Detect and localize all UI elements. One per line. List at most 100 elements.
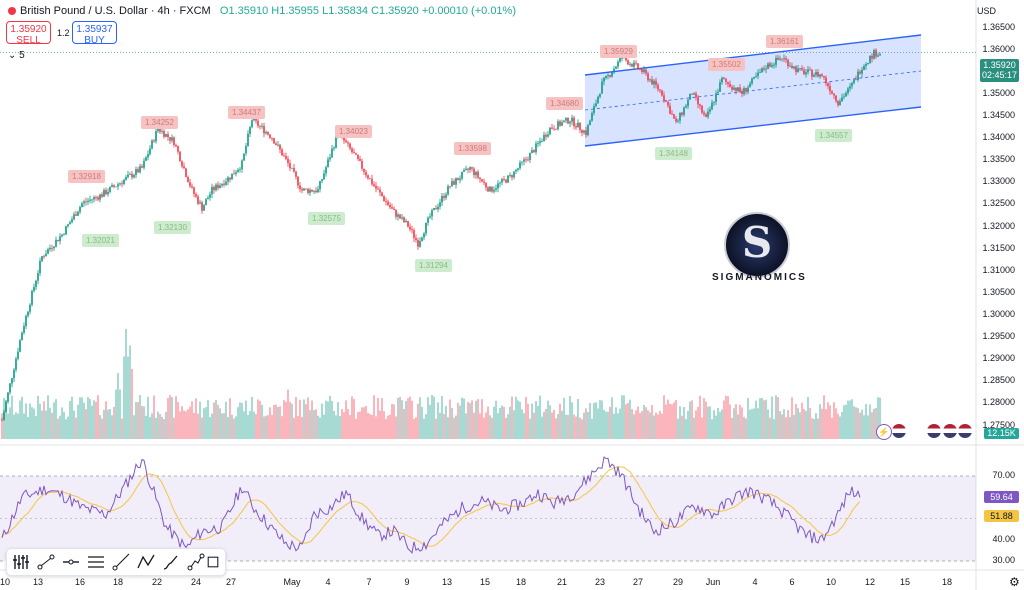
swing-low-label: 1.34557 bbox=[815, 129, 852, 142]
volume-bar bbox=[69, 400, 71, 439]
symbol-title[interactable]: British Pound / U.S. Dollar · 4h · FXCM bbox=[20, 5, 211, 17]
volume-bar bbox=[577, 399, 579, 439]
candle-body bbox=[89, 199, 91, 201]
candle-body bbox=[335, 135, 337, 148]
brush-tool-icon[interactable] bbox=[161, 552, 181, 572]
volume-bar bbox=[693, 417, 695, 439]
trend-line-tool-icon[interactable] bbox=[36, 552, 56, 572]
candle-body bbox=[165, 134, 167, 137]
volume-bar bbox=[345, 400, 347, 439]
volume-bar bbox=[609, 406, 611, 439]
volume-bar bbox=[695, 410, 697, 439]
candle-body bbox=[551, 127, 553, 129]
candle-body bbox=[145, 157, 147, 161]
candle-body bbox=[475, 171, 477, 176]
candle-body bbox=[391, 207, 393, 209]
candle-body bbox=[359, 158, 361, 161]
candle-body bbox=[179, 151, 181, 162]
volume-bar bbox=[145, 415, 147, 439]
time-tick-label: 29 bbox=[672, 577, 684, 587]
candle-body bbox=[785, 58, 787, 60]
candle-body bbox=[723, 77, 725, 80]
volume-bar bbox=[845, 404, 847, 439]
candle-body bbox=[369, 178, 371, 180]
volume-bar bbox=[403, 408, 405, 439]
candle-body bbox=[745, 88, 747, 92]
indicator-toggle[interactable]: ⌄ 5 bbox=[8, 50, 25, 61]
candle-body bbox=[119, 183, 121, 185]
candle-body bbox=[397, 214, 399, 217]
pattern-tool-icon[interactable] bbox=[136, 552, 156, 572]
fib-tool-icon[interactable] bbox=[86, 552, 106, 572]
candle-body bbox=[259, 125, 261, 127]
time-tick-label: 10 bbox=[0, 577, 11, 587]
volume-bar bbox=[575, 416, 577, 439]
candle-body bbox=[733, 87, 735, 90]
volume-bar bbox=[783, 409, 785, 439]
volume-bar bbox=[587, 411, 589, 439]
volume-bar bbox=[569, 396, 571, 439]
candle-body bbox=[7, 392, 9, 402]
us-flag-event-icon[interactable] bbox=[958, 424, 972, 438]
candle-body bbox=[229, 177, 231, 180]
price-tick-label: 1.31500 bbox=[982, 242, 1015, 253]
volume-bar bbox=[5, 400, 7, 439]
candle-body bbox=[221, 183, 223, 186]
volume-bar bbox=[397, 397, 399, 439]
volume-bar bbox=[445, 405, 447, 439]
volume-bar bbox=[315, 409, 317, 439]
indicators-tool-icon[interactable] bbox=[11, 552, 31, 572]
price-tick-label: 1.32500 bbox=[982, 198, 1015, 209]
lightning-event-icon[interactable]: ⚡ bbox=[876, 424, 892, 440]
time-tick-label: May bbox=[283, 577, 301, 587]
volume-bar bbox=[633, 414, 635, 439]
candle-body bbox=[305, 188, 307, 190]
buy-button[interactable]: 1.35937 BUY bbox=[72, 21, 117, 46]
path-tool-icon[interactable] bbox=[186, 552, 206, 572]
candle-body bbox=[569, 121, 571, 124]
candle-body bbox=[215, 184, 217, 191]
candle-body bbox=[439, 202, 441, 207]
volume-bar bbox=[749, 409, 751, 439]
candle-body bbox=[361, 160, 363, 169]
volume-bar bbox=[555, 418, 557, 439]
volume-bar bbox=[861, 409, 863, 439]
volume-bar bbox=[637, 406, 639, 439]
us-flag-event-icon[interactable] bbox=[927, 424, 941, 438]
candle-body bbox=[875, 50, 877, 57]
volume-bar bbox=[793, 414, 795, 439]
volume-bar bbox=[863, 415, 865, 439]
volume-bar bbox=[657, 414, 659, 439]
volume-bar bbox=[791, 397, 793, 439]
candle-body bbox=[177, 146, 179, 152]
currency-label[interactable]: USD bbox=[976, 6, 996, 16]
candle-body bbox=[557, 121, 559, 130]
time-tick-label: 16 bbox=[74, 577, 86, 587]
us-flag-event-icon[interactable] bbox=[892, 424, 906, 438]
gear-icon[interactable]: ⚙ bbox=[1009, 575, 1020, 589]
candle-body bbox=[57, 239, 59, 242]
volume-bar bbox=[615, 407, 617, 439]
volume-bar bbox=[605, 411, 607, 439]
candle-body bbox=[675, 118, 677, 122]
sell-button[interactable]: 1.35920 SELL bbox=[6, 21, 51, 46]
candle-body bbox=[17, 351, 19, 359]
candle-body bbox=[843, 96, 845, 98]
candle-body bbox=[191, 186, 193, 188]
candle-body bbox=[415, 238, 417, 241]
candle-body bbox=[453, 181, 455, 185]
candle-body bbox=[469, 167, 471, 170]
us-flag-event-icon[interactable] bbox=[943, 424, 957, 438]
horizontal-line-tool-icon[interactable] bbox=[61, 552, 81, 572]
candle-body bbox=[131, 173, 133, 178]
candle-body bbox=[525, 159, 527, 161]
candle-body bbox=[639, 68, 641, 70]
price-tick-label: 1.32000 bbox=[982, 220, 1015, 231]
buy-label: BUY bbox=[84, 35, 105, 46]
rectangle-tool-icon[interactable] bbox=[205, 552, 221, 572]
ray-tool-icon[interactable] bbox=[111, 552, 131, 572]
candle-body bbox=[155, 131, 157, 142]
candle-body bbox=[407, 220, 409, 227]
candle-body bbox=[601, 81, 603, 94]
